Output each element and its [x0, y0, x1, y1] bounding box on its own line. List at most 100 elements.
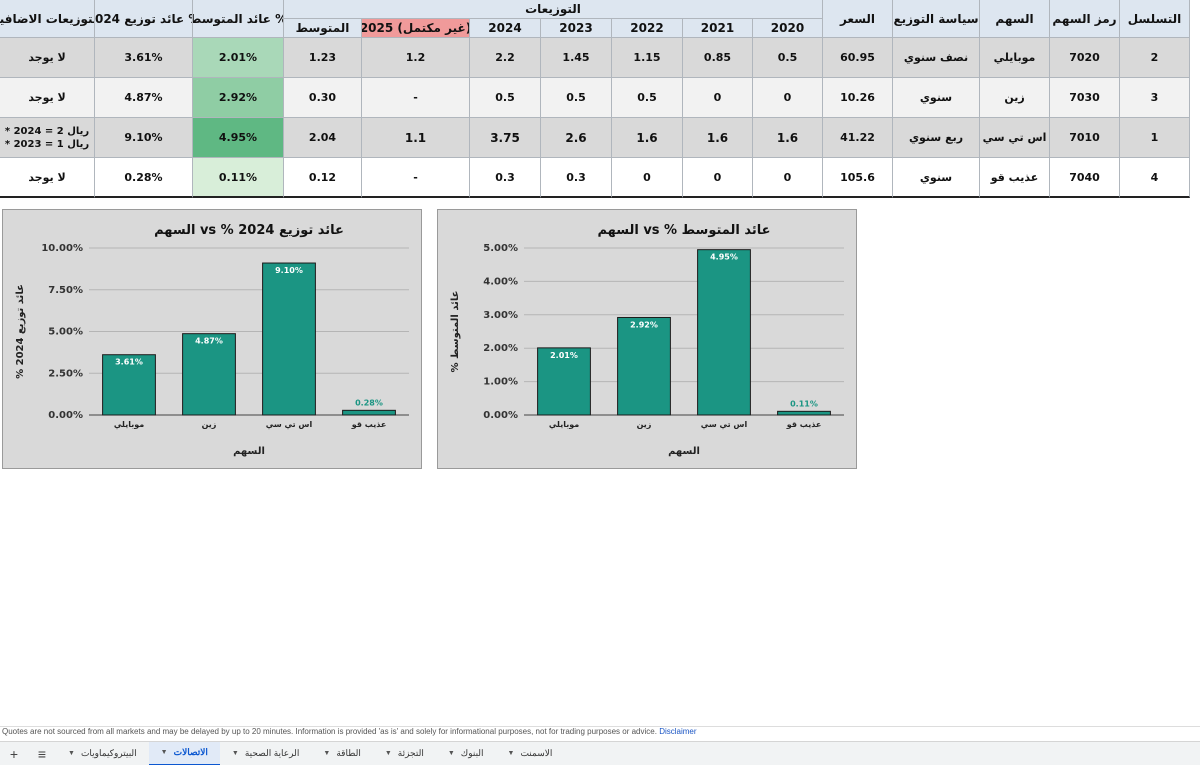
cell-2021[interactable]: 0: [683, 158, 753, 198]
cell-2021[interactable]: 0: [683, 78, 753, 118]
cell-ticker[interactable]: 7010: [1050, 118, 1120, 158]
cell-2022[interactable]: 1.15: [612, 38, 683, 78]
cell-2022[interactable]: 0.5: [612, 78, 683, 118]
cell-average[interactable]: 2.04: [284, 118, 362, 158]
cell-ticker[interactable]: 7020: [1050, 38, 1120, 78]
header-extra[interactable]: التوزيعات الاضافية: [0, 0, 95, 38]
cell-average[interactable]: 0.30: [284, 78, 362, 118]
all-sheets-menu-icon[interactable]: ≡: [37, 745, 47, 762]
cell-yield-2024[interactable]: 0.28%: [95, 158, 193, 198]
y-axis-title: % عائد المتوسط: [450, 291, 461, 373]
cell-serial[interactable]: 3: [1120, 78, 1190, 118]
chevron-down-icon: ▼: [231, 750, 239, 757]
data-label: 9.10%: [275, 266, 303, 275]
cell-extra[interactable]: لا يوجد: [0, 38, 95, 78]
cell-2025[interactable]: 1.2: [362, 38, 470, 78]
cell-2024[interactable]: 0.3: [470, 158, 541, 198]
cell-2022[interactable]: 0: [612, 158, 683, 198]
cell-price[interactable]: 105.6: [823, 158, 893, 198]
header-2023[interactable]: 2023: [541, 19, 612, 38]
cell-2021[interactable]: 0.85: [683, 38, 753, 78]
cell-stock[interactable]: موبايلي: [980, 38, 1050, 78]
header-ticker[interactable]: رمز السهم: [1050, 0, 1120, 38]
cell-2023[interactable]: 0.5: [541, 78, 612, 118]
sheet-tab-label: الطاقة: [336, 748, 361, 758]
cell-stock[interactable]: عذيب قو: [980, 158, 1050, 198]
cell-serial[interactable]: 1: [1120, 118, 1190, 158]
cell-price[interactable]: 10.26: [823, 78, 893, 118]
cell-ticker[interactable]: 7030: [1050, 78, 1120, 118]
y-tick-label: 1.00%: [483, 377, 518, 388]
cell-policy[interactable]: سنوي: [893, 78, 980, 118]
header-serial[interactable]: التسلسل: [1120, 0, 1190, 38]
header-avg-yield[interactable]: عائد المتوسط %: [193, 0, 284, 38]
cell-ticker[interactable]: 7040: [1050, 158, 1120, 198]
header-price[interactable]: السعر: [823, 0, 893, 38]
header-average[interactable]: المتوسط: [284, 19, 362, 38]
header-2024[interactable]: 2024: [470, 19, 541, 38]
header-policy[interactable]: سياسة التوزيع: [893, 0, 980, 38]
y-axis-title: % عائد توزيع 2024: [15, 284, 26, 379]
sheet-tab-energy[interactable]: ▼ الطاقة: [311, 742, 372, 765]
sheet-tab-petrochemicals[interactable]: ▼ البيتروكيماويات: [56, 742, 149, 765]
sheet-tab-healthcare[interactable]: ▼ الرعاية الصحية: [220, 742, 312, 765]
y-tick-label: 4.00%: [483, 276, 518, 287]
header-distributions[interactable]: التوزيعات: [284, 0, 823, 19]
cell-policy[interactable]: سنوي: [893, 158, 980, 198]
cell-yield-2024[interactable]: 4.87%: [95, 78, 193, 118]
quotes-disclaimer: Quotes are not sourced from all markets …: [0, 726, 1200, 740]
header-2025[interactable]: 2025 (غير مكتمل): [362, 19, 470, 38]
sheet-tab-label: الرعاية الصحية: [244, 748, 300, 758]
header-yield-2024[interactable]: عائد توزيع 2024 %: [95, 0, 193, 38]
cell-2023[interactable]: 1.45: [541, 38, 612, 78]
cell-2024[interactable]: 0.5: [470, 78, 541, 118]
cell-2020[interactable]: 0: [753, 158, 823, 198]
cell-2025[interactable]: 1.1: [362, 118, 470, 158]
cell-avg-yield[interactable]: 0.11%: [193, 158, 284, 198]
cell-extra[interactable]: * 2024 = 2 ريال * 2023 = 1 ريال: [0, 118, 95, 158]
cell-stock[interactable]: زين: [980, 78, 1050, 118]
cell-2025[interactable]: -: [362, 78, 470, 118]
cell-2020[interactable]: 0.5: [753, 38, 823, 78]
cell-average[interactable]: 1.23: [284, 38, 362, 78]
data-label: 4.87%: [195, 337, 223, 346]
cell-avg-yield[interactable]: 4.95%: [193, 118, 284, 158]
cell-2020[interactable]: 0: [753, 78, 823, 118]
cell-serial[interactable]: 2: [1120, 38, 1190, 78]
cell-2022[interactable]: 1.6: [612, 118, 683, 158]
add-sheet-icon[interactable]: +: [9, 745, 19, 762]
cell-policy[interactable]: نصف سنوي: [893, 38, 980, 78]
cell-2023[interactable]: 2.6: [541, 118, 612, 158]
cell-policy[interactable]: ربع سنوي: [893, 118, 980, 158]
bar: [182, 333, 236, 416]
header-stock[interactable]: السهم: [980, 0, 1050, 38]
cell-average[interactable]: 0.12: [284, 158, 362, 198]
cell-extra[interactable]: لا يوجد: [0, 78, 95, 118]
cell-serial[interactable]: 4: [1120, 158, 1190, 198]
cell-2020[interactable]: 1.6: [753, 118, 823, 158]
cell-avg-yield[interactable]: 2.01%: [193, 38, 284, 78]
cell-stock[interactable]: اس تي سي: [980, 118, 1050, 158]
chart-average-yield[interactable]: السهم vs % عائد المتوسط 0.00% 1.00% 2.00% 3.…: [437, 209, 857, 469]
cell-2024[interactable]: 3.75: [470, 118, 541, 158]
cell-2024[interactable]: 2.2: [470, 38, 541, 78]
cell-price[interactable]: 41.22: [823, 118, 893, 158]
sheet-tab-banks[interactable]: ▼ البنوك: [436, 742, 496, 765]
data-label: 0.11%: [790, 399, 818, 408]
cell-2025[interactable]: -: [362, 158, 470, 198]
cell-extra[interactable]: لا يوجد: [0, 158, 95, 198]
sheet-tab-telecom[interactable]: ▼ الاتصالات: [148, 741, 220, 765]
cell-yield-2024[interactable]: 9.10%: [95, 118, 193, 158]
cell-2021[interactable]: 1.6: [683, 118, 753, 158]
header-2020[interactable]: 2020: [753, 19, 823, 38]
cell-avg-yield[interactable]: 2.92%: [193, 78, 284, 118]
sheet-tab-retail[interactable]: ▼ التجزئة: [373, 742, 436, 765]
cell-2023[interactable]: 0.3: [541, 158, 612, 198]
cell-price[interactable]: 60.95: [823, 38, 893, 78]
header-2021[interactable]: 2021: [683, 19, 753, 38]
header-2022[interactable]: 2022: [612, 19, 683, 38]
disclaimer-link[interactable]: Disclaimer: [659, 727, 697, 736]
cell-yield-2024[interactable]: 3.61%: [95, 38, 193, 78]
sheet-tab-cement[interactable]: ▼ الاسمنت: [496, 742, 565, 765]
chart-yield-2024[interactable]: السهم vs % عائد توزيع 2024 0.00% 2.50% 5.00…: [2, 209, 422, 469]
